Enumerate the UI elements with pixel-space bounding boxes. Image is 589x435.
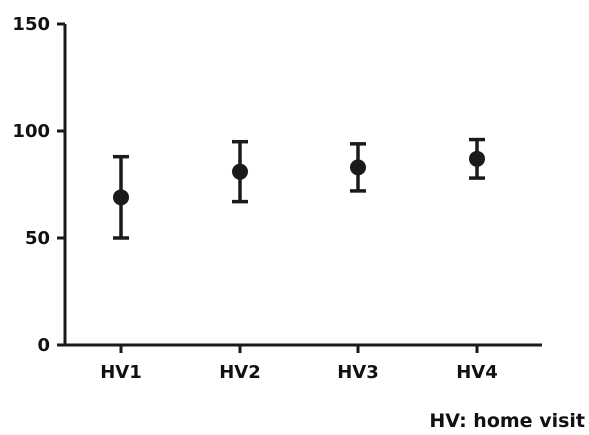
data-point-HV2 <box>232 163 248 180</box>
data-marks <box>113 137 485 240</box>
y-tick-label: 0 <box>37 335 50 356</box>
x-tick-label: HV2 <box>219 362 261 383</box>
footnote: HV: home visit <box>429 410 585 432</box>
y-axis-ticks: 0 50 100 150 <box>12 14 65 356</box>
data-point-HV4 <box>469 150 485 167</box>
x-tick-label: HV1 <box>100 362 142 383</box>
y-tick-label: 150 <box>12 14 50 35</box>
y-tick-label: 100 <box>12 121 50 142</box>
x-tick-label: HV4 <box>456 362 498 383</box>
y-tick-label: 50 <box>25 228 50 249</box>
x-axis-ticks: HV1 HV2 HV3 HV4 <box>100 345 498 383</box>
data-point-HV3 <box>350 159 366 176</box>
x-tick-label: HV3 <box>337 362 379 383</box>
data-point-HV1 <box>113 189 129 206</box>
